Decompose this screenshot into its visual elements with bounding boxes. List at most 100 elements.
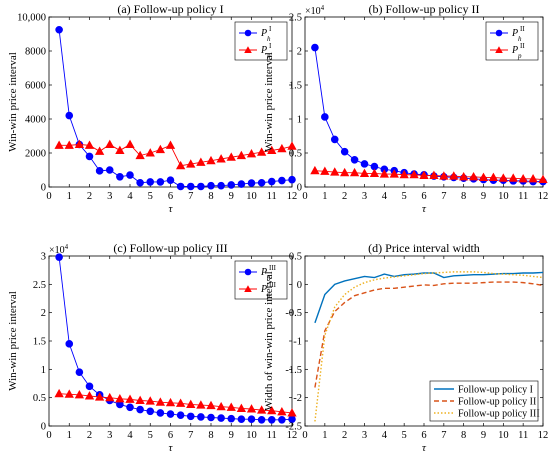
data-point xyxy=(64,140,74,149)
y-tick-label: -2.5 xyxy=(285,422,302,433)
data-point xyxy=(166,176,175,184)
x-tick-label: 10 xyxy=(498,430,509,441)
exponent-power: 4 xyxy=(65,243,69,251)
data-point xyxy=(340,167,350,177)
legend-label-main: P xyxy=(260,267,267,278)
data-point xyxy=(146,407,155,416)
x-tick-label: 3 xyxy=(107,191,112,202)
data-point xyxy=(126,403,134,412)
x-tick-label: 8 xyxy=(461,430,466,441)
data-point xyxy=(256,147,267,156)
data-point xyxy=(94,392,105,401)
x-tick-label: 5 xyxy=(402,191,407,202)
data-point xyxy=(321,113,329,121)
data-point xyxy=(206,400,216,410)
x-axis-label: τ xyxy=(169,442,174,454)
data-point xyxy=(216,401,226,411)
y-tick-label: 1.5 xyxy=(289,81,302,92)
data-point xyxy=(115,393,125,403)
data-point xyxy=(226,402,236,411)
legend-label: Follow-up policy II xyxy=(458,397,536,408)
y-tick-label: 3 xyxy=(41,252,46,263)
chart-title: (d) Price interval width xyxy=(368,241,480,255)
x-tick-label: 8 xyxy=(208,191,213,202)
data-point xyxy=(206,155,216,165)
data-point xyxy=(287,141,297,150)
y-tick-label: 1 xyxy=(41,365,46,376)
y-tick-label: -0.5 xyxy=(285,308,302,319)
data-point xyxy=(227,414,236,423)
y-axis-label: Width of win-win price interval xyxy=(263,271,275,410)
legend-label-main: P xyxy=(511,45,518,56)
chart-title: (b) Follow-up policy II xyxy=(369,2,480,16)
x-tick-label: 5 xyxy=(148,191,153,202)
data-point xyxy=(175,398,186,407)
data-point xyxy=(135,395,145,405)
data-point xyxy=(156,409,165,417)
y-axis-exponent: ×104 xyxy=(49,243,69,256)
x-tick-label: 0 xyxy=(46,430,51,441)
data-point xyxy=(105,139,115,149)
x-tick-label: 1 xyxy=(322,191,327,202)
data-point xyxy=(146,178,155,186)
chart-panel-1: 0 1 2 3 4 5 6 7 8 9 10 11 120200040006000800010,000(… xyxy=(7,2,297,215)
data-point xyxy=(409,169,419,179)
data-point xyxy=(155,144,166,154)
data-point xyxy=(488,172,499,182)
data-point xyxy=(478,172,489,182)
data-point xyxy=(287,408,297,417)
data-point xyxy=(508,173,518,182)
y-tick-label: 0 xyxy=(41,422,46,433)
data-point xyxy=(135,150,145,160)
y-tick-label: 2 xyxy=(41,308,46,319)
data-point xyxy=(459,171,469,181)
legend-label-main: P xyxy=(260,45,267,56)
exponent-base: ×10 xyxy=(49,245,65,256)
legend-label-sup: I xyxy=(269,25,272,33)
data-point xyxy=(528,174,538,183)
x-tick-label: 6 xyxy=(168,191,173,202)
data-point xyxy=(217,414,225,422)
y-tick-label: 0.5 xyxy=(33,393,46,404)
y-tick-label: 4000 xyxy=(25,115,46,126)
x-tick-label: 7 xyxy=(188,191,193,202)
data-point xyxy=(65,111,74,120)
y-tick-label: 2 xyxy=(297,47,302,58)
x-tick-label: 4 xyxy=(382,430,388,441)
data-point xyxy=(74,139,85,149)
data-point xyxy=(197,182,205,191)
data-point xyxy=(197,413,205,421)
legend-label-sup: II xyxy=(520,42,525,50)
data-point xyxy=(399,169,409,179)
legend-marker xyxy=(495,29,503,37)
y-tick-label: 2.5 xyxy=(33,280,46,291)
data-point xyxy=(136,178,144,187)
x-tick-label: 11 xyxy=(518,430,528,441)
y-axis-label: Win-win price interval xyxy=(7,291,19,391)
x-tick-label: 2 xyxy=(342,191,347,202)
x-tick-label: 8 xyxy=(461,191,466,202)
x-tick-label: 5 xyxy=(402,430,407,441)
y-tick-label: 0 xyxy=(41,183,46,194)
x-tick-label: 9 xyxy=(481,430,486,441)
x-tick-label: 4 xyxy=(382,191,388,202)
y-tick-label: 1 xyxy=(297,115,302,126)
data-point xyxy=(226,152,236,161)
legend-label-sup: I xyxy=(269,42,272,50)
data-point xyxy=(65,340,74,348)
data-point xyxy=(196,157,206,166)
legend-box xyxy=(485,21,539,61)
data-point xyxy=(267,177,276,186)
legend-marker xyxy=(244,285,252,292)
x-tick-label: 6 xyxy=(421,191,426,202)
data-point xyxy=(136,405,144,414)
legend-label-sup: II xyxy=(520,25,525,33)
data-point xyxy=(207,413,215,422)
x-axis-label: τ xyxy=(169,203,174,215)
x-tick-label: 8 xyxy=(208,430,213,441)
data-point xyxy=(518,174,528,183)
legend-label-sub: h xyxy=(267,35,271,43)
data-point xyxy=(156,178,165,186)
data-point xyxy=(166,410,175,418)
